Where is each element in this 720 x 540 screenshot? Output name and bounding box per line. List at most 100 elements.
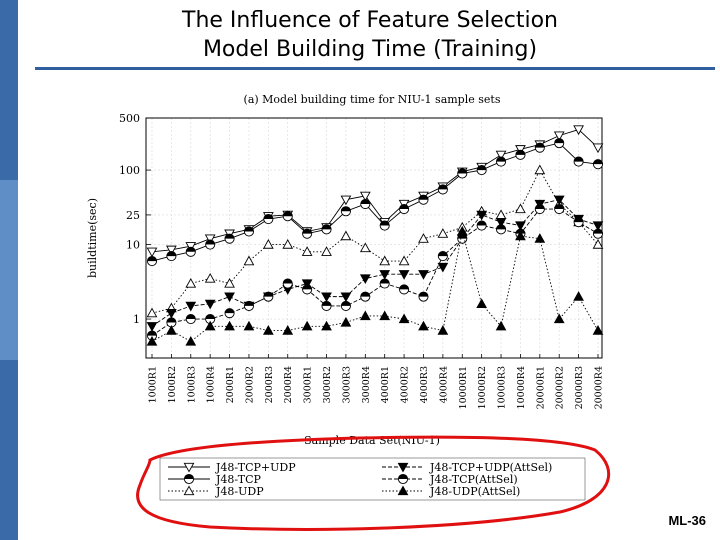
series-point <box>185 277 197 288</box>
series-point <box>495 209 507 220</box>
slide-title-line-1: The Influence of Feature Selection <box>182 8 558 33</box>
y-axis-ticks: 1 10 25 100 500 <box>119 112 151 326</box>
marker-half-fill <box>224 234 235 239</box>
series-point <box>515 149 526 160</box>
series-point <box>534 142 545 153</box>
series-line <box>151 231 599 343</box>
series-point <box>437 251 448 262</box>
x-tick-label: 4000R3 <box>419 366 430 403</box>
series-point <box>302 228 313 239</box>
plot-frame <box>145 117 603 359</box>
series-point <box>204 234 216 245</box>
slide-title-line-2: Model Building Time (Training) <box>202 37 538 62</box>
x-tick-label: 3000R3 <box>341 366 352 403</box>
marker-half-fill <box>574 217 584 223</box>
marker-half-fill <box>341 206 351 212</box>
x-tick-label: 20000R1 <box>535 366 546 409</box>
legend-label: J48-TCP <box>215 473 261 486</box>
series-point <box>263 291 274 302</box>
series-point <box>495 224 507 235</box>
series-point <box>183 473 195 485</box>
series-point <box>573 156 584 167</box>
x-tick-label: 4000R2 <box>400 366 411 403</box>
marker-half-fill <box>186 247 196 252</box>
series-point <box>224 292 235 303</box>
legend-entry: J48-TCP(AttSel) <box>382 473 518 486</box>
series-j48-udp <box>146 164 604 318</box>
marker-half-fill <box>399 204 409 210</box>
marker-half-fill <box>244 301 254 306</box>
marker-half-fill <box>147 330 157 336</box>
series-point <box>359 274 371 285</box>
series-point <box>592 221 604 232</box>
marker-half-fill <box>166 251 176 257</box>
marker-half-fill <box>554 204 564 210</box>
series-line <box>151 208 599 336</box>
red-hand-drawn-ellipse <box>136 435 611 531</box>
series-point <box>282 278 293 289</box>
marker-half-fill <box>438 251 448 257</box>
marker-half-fill <box>186 314 196 320</box>
series-j48-udp-attsel <box>146 225 604 346</box>
marker-half-fill <box>321 301 332 306</box>
marker-half-fill <box>184 474 194 479</box>
series-point <box>476 210 488 221</box>
marker-half-fill <box>147 256 157 262</box>
marker-half-fill <box>593 229 603 234</box>
x-tick-label: 2000R4 <box>283 366 294 403</box>
marker-half-fill <box>360 199 370 205</box>
marker-half-fill <box>554 138 564 144</box>
x-tick-label: 1000R1 <box>148 366 159 403</box>
series-line <box>151 169 599 314</box>
series-point <box>495 320 507 331</box>
series-point <box>185 242 197 252</box>
marker-half-fill <box>535 143 545 148</box>
series-point <box>515 203 526 214</box>
series-point <box>418 270 429 280</box>
y-tick-label: 25 <box>126 209 140 222</box>
legend-entry: J48-TCP <box>168 473 261 486</box>
legend-entry: J48-TCP+UDP <box>168 461 296 474</box>
x-tick-label: 2000R1 <box>225 366 236 403</box>
chart-grid <box>146 117 602 358</box>
series-point <box>534 164 546 175</box>
series-point <box>321 246 332 256</box>
x-tick-label: 2000R2 <box>244 366 255 403</box>
series-point <box>321 224 332 235</box>
series-point <box>204 272 216 283</box>
marker-half-fill <box>283 211 293 217</box>
series-point <box>204 320 216 331</box>
marker-half-fill <box>496 224 506 230</box>
series-point <box>340 316 352 327</box>
series-point <box>397 473 409 485</box>
series-point <box>166 251 177 262</box>
sidebar-accent-bottom <box>0 360 18 540</box>
x-tick-label: 2000R3 <box>264 366 275 403</box>
series-point <box>495 156 507 167</box>
series-point <box>146 256 158 267</box>
slide-title: The Influence of Feature Selection Model… <box>30 6 710 64</box>
x-tick-label: 10000R4 <box>516 366 527 409</box>
x-tick-label: 10000R2 <box>477 366 488 409</box>
series-point <box>340 292 352 303</box>
series-point <box>573 125 584 136</box>
series-point <box>495 150 507 161</box>
series-point <box>573 217 584 228</box>
series-point <box>418 194 429 205</box>
series-point <box>437 262 449 273</box>
series-point <box>224 308 235 319</box>
series-point <box>243 320 255 331</box>
series-point <box>224 277 235 288</box>
series-point <box>224 233 235 244</box>
series-point <box>321 300 332 311</box>
series-point <box>183 462 195 473</box>
series-point <box>553 131 565 142</box>
series-point <box>399 203 410 215</box>
marker-half-fill <box>360 292 370 297</box>
series-point <box>185 335 197 346</box>
legend-entry: J48-TCP+UDP(AttSel) <box>382 461 552 474</box>
marker-half-fill <box>205 239 215 245</box>
series-point <box>534 233 546 243</box>
series-point <box>592 143 604 154</box>
